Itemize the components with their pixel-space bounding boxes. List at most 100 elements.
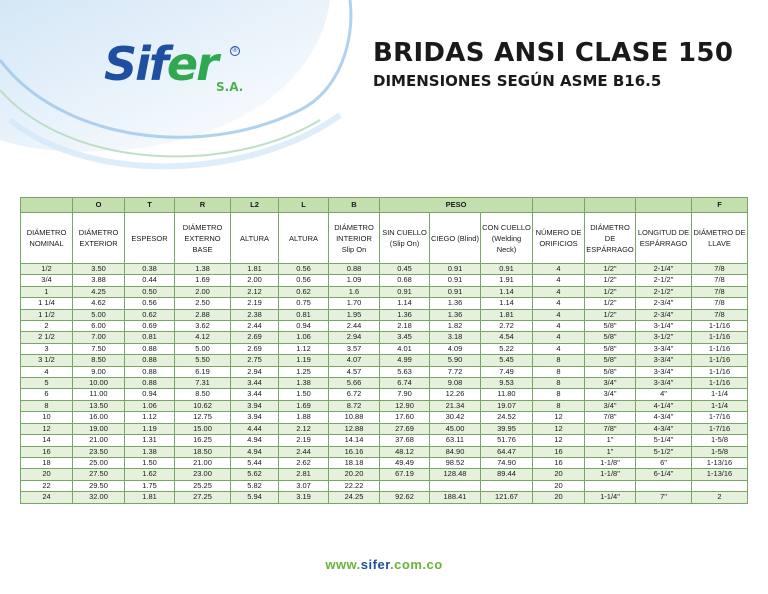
table-cell: 3	[20, 342, 73, 356]
table-cell: 3 1/2	[20, 354, 73, 367]
table-row: 4 9.00 0.88 6.19 2.94 1.25 4.57 5.63 7.72 7.49 8 5/…	[20, 365, 748, 379]
table-cell: 7/8"	[584, 411, 636, 424]
table-letter-row: O T R L2 L B PESO F	[20, 197, 748, 213]
table-cell: 7.90	[379, 388, 430, 401]
table-cell: 22	[20, 479, 73, 493]
table-cell: 1/2"	[584, 262, 636, 276]
table-cell: 25.25	[174, 479, 231, 493]
table-cell: 0.94	[124, 388, 175, 401]
table-cell: 7.31	[174, 377, 231, 390]
table-cell: 2.00	[174, 285, 231, 299]
table-cell: 2.44	[230, 320, 279, 333]
table-cell: 1-13/16	[691, 456, 748, 470]
table-cell: 8	[532, 388, 585, 401]
table-cell: 2.94	[230, 365, 279, 379]
logo-accent-text: er	[166, 37, 219, 91]
column-header: DIÁMETRO EXTERIOR	[72, 212, 125, 264]
table-cell: 16	[20, 445, 73, 458]
table-cell: 4.99	[379, 354, 430, 367]
table-row: 1 1/2 5.00 0.62 2.88 2.38 0.81 1.95 1.36 1.36 1.8…	[20, 308, 748, 322]
table-cell: 0.88	[124, 365, 175, 379]
table-cell: 2.18	[379, 320, 430, 333]
table-cell: 18	[20, 456, 73, 470]
table-cell: 1-1/16	[691, 365, 748, 379]
table-cell: 3-1/4"	[635, 320, 692, 333]
table-cell: 0.56	[124, 297, 175, 310]
table-cell: 0.91	[379, 285, 430, 299]
table-cell: 1.12	[278, 342, 329, 356]
table-cell: 2.69	[230, 331, 279, 344]
table-cell: 4-3/4"	[635, 422, 692, 436]
table-cell: 1-1/4	[691, 399, 748, 413]
table-cell: 0.91	[480, 262, 533, 276]
table-cell: 1.38	[278, 377, 329, 390]
table-cell: 1.50	[278, 388, 329, 401]
table-cell: 5/8"	[584, 320, 636, 333]
table-cell: 32.00	[72, 491, 125, 504]
table-cell: 8.50	[72, 354, 125, 367]
table-cell: 12	[20, 422, 73, 436]
table-cell: 7.49	[480, 365, 533, 379]
table-cell: 8.72	[328, 399, 380, 413]
table-cell: 2.00	[230, 274, 279, 287]
table-cell: 30.42	[429, 411, 481, 424]
table-cell: 4-1/4"	[635, 399, 692, 413]
table-row: 20 27.50 1.62 23.00 5.62 2.81 20.20 67.19 128.48…	[20, 468, 748, 481]
table-cell: 1.69	[174, 274, 231, 287]
table-cell: 20	[532, 479, 585, 493]
table-cell: 84.90	[429, 445, 481, 458]
table-cell: 4	[20, 365, 73, 379]
flange-dimensions-table: O T R L2 L B PESO F DIÁMETRO NOMINAL DIÁ…	[20, 197, 748, 504]
table-cell: 4	[532, 274, 585, 287]
table-cell: 3.88	[72, 274, 125, 287]
table-cell	[635, 479, 692, 493]
table-cell: 6.19	[174, 365, 231, 379]
table-cell: 2.94	[328, 331, 380, 344]
table-cell: 5.00	[174, 342, 231, 356]
table-cell: 3.44	[230, 377, 279, 390]
table-cell: 0.38	[124, 262, 175, 276]
table-cell: 2-3/4"	[635, 297, 692, 310]
table-row: 3/4 3.88 0.44 1.69 2.00 0.56 1.09 0.68 0.91 1.91 4…	[20, 274, 748, 287]
table-cell	[429, 479, 481, 493]
table-cell: 188.41	[429, 491, 481, 504]
table-cell: 12.26	[429, 388, 481, 401]
table-cell: 27.50	[72, 468, 125, 481]
table-cell: 20	[532, 491, 585, 504]
table-cell: 1.75	[124, 479, 175, 493]
table-cell: 0.91	[429, 285, 481, 299]
letter-cell: T	[124, 197, 175, 213]
table-cell: 4	[532, 331, 585, 344]
table-cell: 1-1/16	[691, 342, 748, 356]
table-cell: 1.88	[278, 411, 329, 424]
table-cell: 4.09	[429, 342, 481, 356]
table-cell: 0.88	[124, 342, 175, 356]
table-cell: 5.45	[480, 354, 533, 367]
table-cell: 121.67	[480, 491, 533, 504]
table-cell: 4.01	[379, 342, 430, 356]
table-cell: 7/8"	[584, 422, 636, 436]
table-cell: 7/8	[691, 285, 748, 299]
table-cell: 5-1/4"	[635, 434, 692, 447]
table-cell: 5.66	[328, 377, 380, 390]
table-cell: 1.81	[124, 491, 175, 504]
website-link[interactable]: www.sifer.com.co	[0, 557, 768, 572]
table-cell: 1-1/8"	[584, 468, 636, 481]
letter-cell: L2	[230, 197, 279, 213]
table-cell: 14.14	[328, 434, 380, 447]
table-cell: 8	[532, 365, 585, 379]
table-cell: 2.19	[278, 434, 329, 447]
table-cell: 48.12	[379, 445, 430, 458]
table-cell: 23.50	[72, 445, 125, 458]
table-cell: 5/8"	[584, 354, 636, 367]
table-cell: 21.34	[429, 399, 481, 413]
table-cell: 1/2"	[584, 297, 636, 310]
table-cell: 2.72	[480, 320, 533, 333]
table-cell: 9.53	[480, 377, 533, 390]
table-cell: 1.36	[379, 308, 430, 322]
table-row: 16 23.50 1.38 18.50 4.94 2.44 16.16 48.12 84.90 6…	[20, 445, 748, 458]
table-cell: 92.62	[379, 491, 430, 504]
table-cell: 1-7/16	[691, 411, 748, 424]
table-cell: 7/8	[691, 297, 748, 310]
table-cell: 1-1/16	[691, 320, 748, 333]
